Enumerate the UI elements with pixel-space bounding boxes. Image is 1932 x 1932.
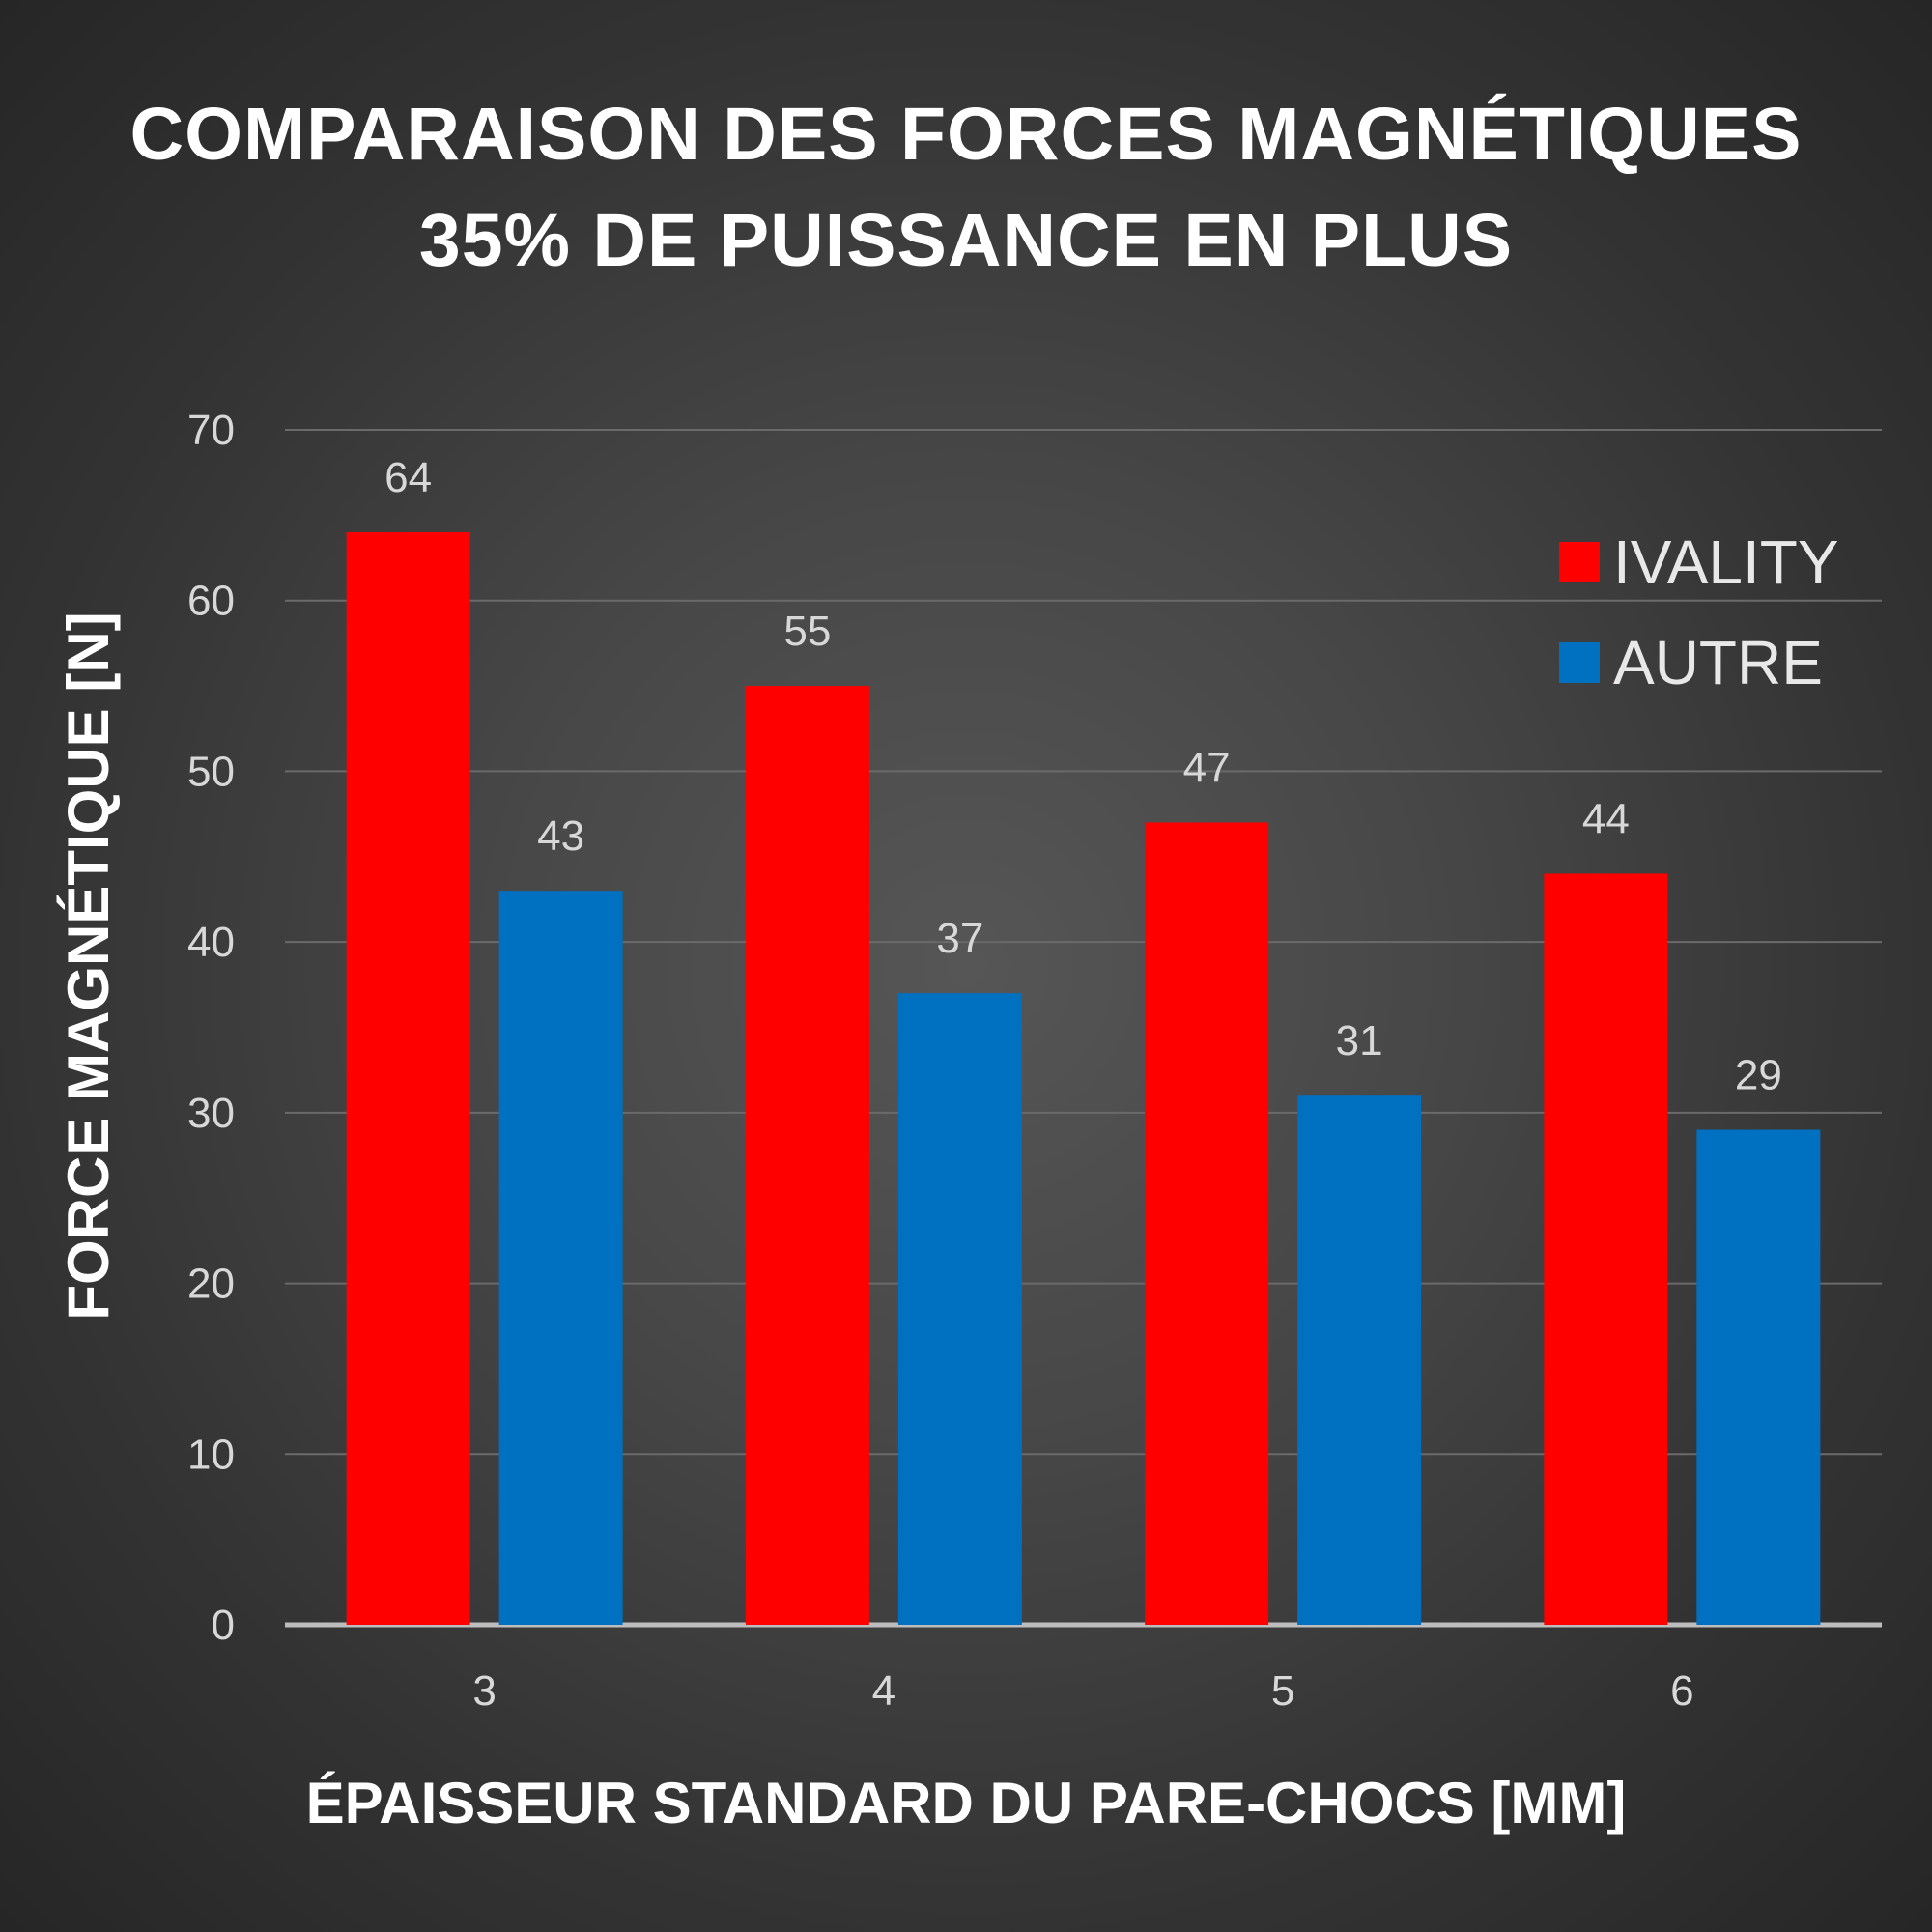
legend-item-ivality: IVALITY — [1559, 512, 1839, 612]
y-tick-label: 40 — [187, 919, 235, 966]
y-tick-label: 60 — [187, 578, 235, 625]
x-tick-label: 6 — [1670, 1667, 1693, 1715]
bar-ivality — [1544, 873, 1668, 1625]
bar-autre — [1297, 1095, 1422, 1625]
bar-ivality — [1145, 822, 1269, 1625]
data-label: 37 — [936, 915, 983, 962]
x-tick-label: 5 — [1271, 1667, 1294, 1715]
x-axis-label: ÉPAISSEUR STANDARD DU PARE-CHOCS [MM] — [305, 1771, 1627, 1835]
data-label: 44 — [1582, 795, 1630, 842]
y-axis-label: FORCE MAGNÉTIQUE [N] — [56, 611, 121, 1321]
y-tick-label: 70 — [187, 407, 235, 454]
data-label: 29 — [1735, 1052, 1782, 1099]
chart-subtitle: 35% DE PUISSANCE EN PLUS — [418, 199, 1514, 282]
data-label: 31 — [1336, 1017, 1383, 1065]
y-tick-label: 50 — [187, 748, 235, 795]
legend-swatch-ivality — [1559, 542, 1600, 582]
y-tick-label: 30 — [187, 1090, 235, 1137]
bar-autre — [1696, 1129, 1821, 1625]
legend-swatch-autre — [1559, 642, 1600, 683]
data-label: 55 — [783, 608, 831, 655]
y-tick-label: 0 — [212, 1602, 235, 1649]
bar-autre — [498, 891, 623, 1625]
bar-autre — [897, 993, 1022, 1625]
x-tick-label: 4 — [872, 1667, 895, 1715]
data-label: 64 — [384, 454, 432, 501]
legend: IVALITY AUTRE — [1559, 512, 1839, 713]
data-label: 43 — [537, 812, 584, 860]
legend-item-autre: AUTRE — [1559, 612, 1839, 713]
legend-label-autre: AUTRE — [1613, 628, 1823, 697]
data-label: 47 — [1183, 744, 1231, 791]
y-tick-label: 10 — [187, 1431, 235, 1478]
x-tick-label: 3 — [472, 1667, 496, 1715]
legend-label-ivality: IVALITY — [1613, 527, 1839, 597]
chart-title: COMPARAISON DES FORCES MAGNÉTIQUES — [129, 93, 1803, 176]
bar-ivality — [346, 532, 470, 1625]
bar-ivality — [745, 686, 869, 1625]
y-tick-label: 20 — [187, 1261, 235, 1308]
